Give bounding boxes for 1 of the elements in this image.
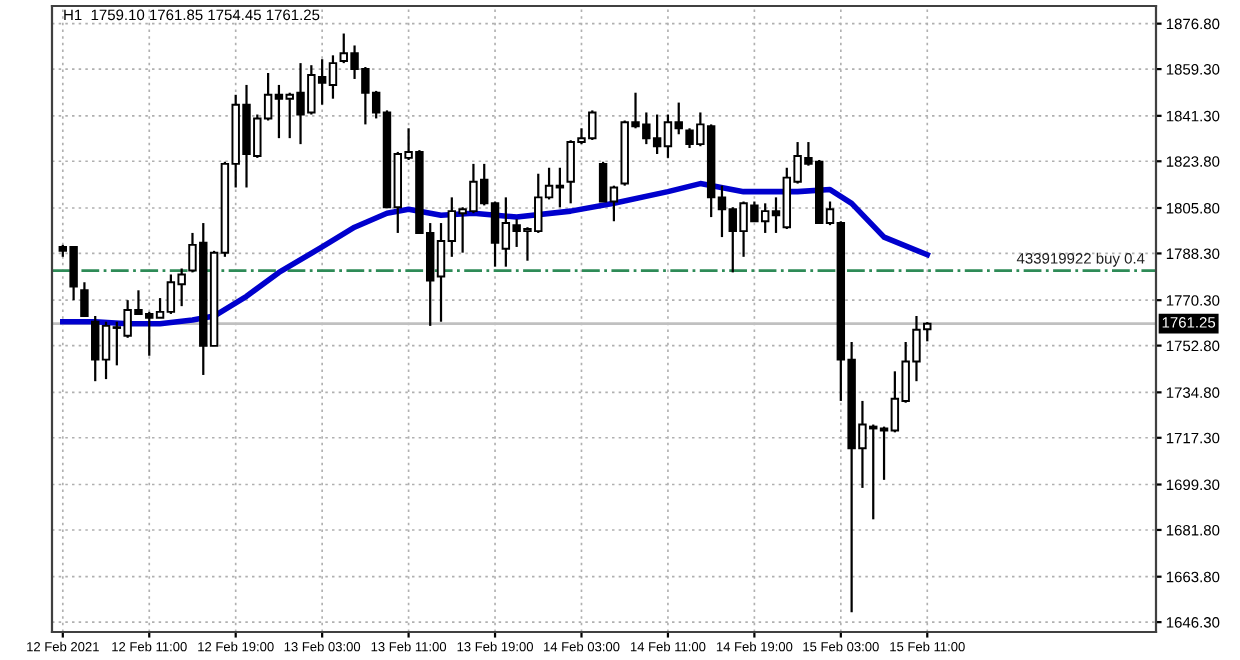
candlestick: [80, 281, 89, 318]
